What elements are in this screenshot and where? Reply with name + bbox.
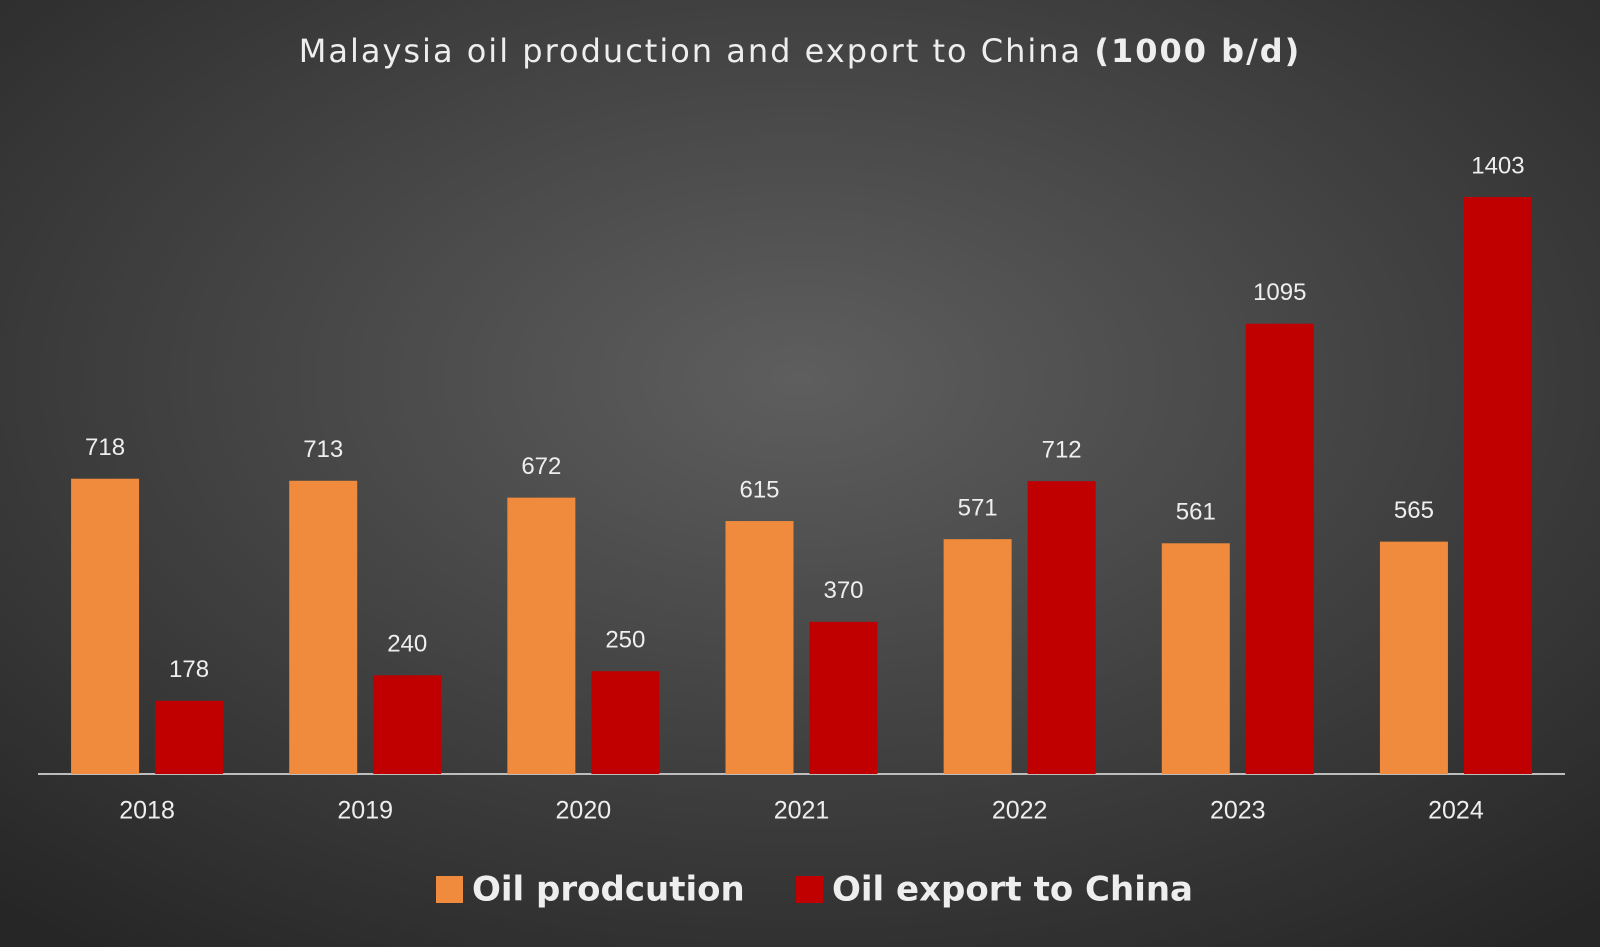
data-label: 1403 <box>1471 152 1524 179</box>
x-tick-label: 2018 <box>119 797 175 825</box>
data-label: 178 <box>169 656 209 683</box>
bar <box>1463 197 1532 774</box>
legend-swatch <box>796 876 823 903</box>
bar <box>943 539 1012 774</box>
bar <box>1027 481 1096 774</box>
data-label: 571 <box>958 495 998 522</box>
bar <box>1161 543 1230 774</box>
bar <box>1379 541 1448 774</box>
x-tick-label: 2019 <box>337 797 393 825</box>
bar <box>373 675 442 774</box>
title-unit: (1000 b/d) <box>1094 32 1301 70</box>
bar <box>1245 323 1314 774</box>
data-label: 561 <box>1176 499 1216 526</box>
legend-label: Oil prodcution <box>472 870 745 910</box>
data-label: 712 <box>1042 437 1082 464</box>
x-tick-label: 2020 <box>556 797 612 825</box>
data-label: 370 <box>823 577 863 604</box>
data-label: 615 <box>739 476 779 503</box>
title-main: Malaysia oil production and export to Ch… <box>299 32 1082 70</box>
data-label: 713 <box>303 436 343 463</box>
x-tick-label: 2024 <box>1428 797 1484 825</box>
data-label: 1095 <box>1253 279 1306 306</box>
bar <box>591 671 660 774</box>
data-label: 565 <box>1394 497 1434 524</box>
data-label: 250 <box>605 627 645 654</box>
bar <box>289 480 358 774</box>
bar <box>809 621 878 774</box>
x-tick-label: 2023 <box>1210 797 1266 825</box>
bar <box>155 700 224 774</box>
data-label: 240 <box>387 631 427 658</box>
data-label: 672 <box>521 453 561 480</box>
bar <box>507 497 576 774</box>
x-tick-label: 2021 <box>774 797 830 825</box>
legend-label: Oil export to China <box>832 870 1193 910</box>
legend-swatch <box>436 876 463 903</box>
bar <box>725 521 794 774</box>
bar <box>71 478 140 774</box>
x-tick-label: 2022 <box>992 797 1048 825</box>
chart-title: Malaysia oil production and export to Ch… <box>299 32 1302 70</box>
data-label: 718 <box>85 434 125 461</box>
